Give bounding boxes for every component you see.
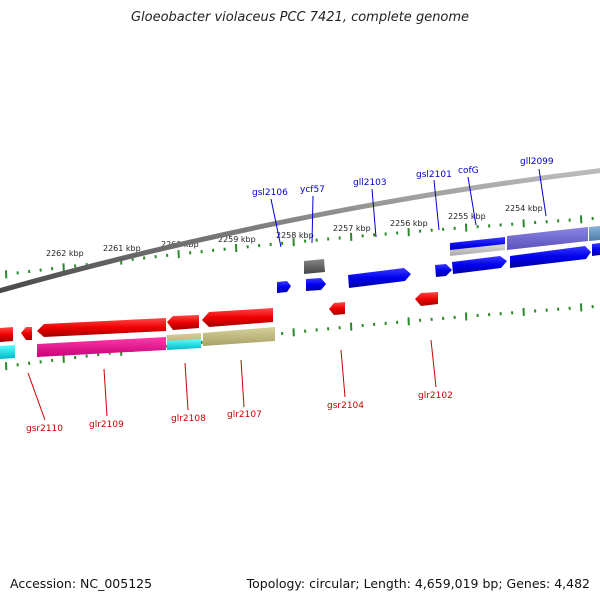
gene-arrow-glr2109[interactable] xyxy=(37,318,166,337)
accession-text: Accession: NC_005125 xyxy=(10,576,153,591)
gene-label-cofG[interactable]: cofG xyxy=(458,166,479,176)
gene-arrow-cofG-c[interactable] xyxy=(452,256,507,274)
reverse-strand-track xyxy=(0,292,438,359)
leader-line-gsl2101 xyxy=(433,179,440,231)
gene-arrow-edge-1[interactable] xyxy=(589,226,600,241)
map-title: Gloeobacter violaceus PCC 7421, complete… xyxy=(130,10,470,25)
genome-summary-text: Topology: circular; Length: 4,659,019 bp… xyxy=(246,576,590,591)
gene-label-glr2102[interactable]: glr2102 xyxy=(418,391,453,401)
gene-label-gll2099[interactable]: gll2099 xyxy=(520,157,554,167)
gene-label-ycf57[interactable]: ycf57 xyxy=(300,185,325,195)
leader-line-gll2099 xyxy=(538,168,547,217)
gene-label-glr2107[interactable]: glr2107 xyxy=(227,410,262,420)
leader-line-cofG xyxy=(467,176,477,226)
leader-line-glr2107 xyxy=(240,359,245,408)
gene-arrow-glr2102[interactable] xyxy=(415,292,438,306)
gene-arrow-gll2099[interactable] xyxy=(507,227,588,250)
gene-arrow-ycf57-b[interactable] xyxy=(306,278,326,291)
gene-label-gsr2104[interactable]: gsr2104 xyxy=(327,401,364,411)
leader-line-glr2108 xyxy=(184,362,189,411)
leader-line-gsr2110 xyxy=(27,372,46,421)
gene-label-gll2103[interactable]: gll2103 xyxy=(353,178,387,188)
gene-arrow-glr2108[interactable] xyxy=(167,315,199,330)
leader-line-gsl2106 xyxy=(270,198,282,248)
gene-arrow-gsr2110[interactable] xyxy=(21,327,32,340)
genome-backbone xyxy=(0,168,600,294)
gene-label-gsl2106[interactable]: gsl2106 xyxy=(252,188,288,198)
gene-arrow-gsl2101[interactable] xyxy=(435,264,452,277)
gene-label-gsl2101[interactable]: gsl2101 xyxy=(416,170,452,180)
scale-label: 2256 kbp xyxy=(390,219,428,228)
forward-labels: gsl2106 ycf57 gll2103 gsl2101 cofG gll20… xyxy=(252,157,554,248)
gene-arrow-cyan-edge[interactable] xyxy=(0,345,15,359)
gene-label-gsr2110[interactable]: gsr2110 xyxy=(26,424,63,434)
scale-label: 2259 kbp xyxy=(218,235,256,244)
scale-label: 2257 kbp xyxy=(333,224,371,233)
gene-arrow-edge-2[interactable] xyxy=(592,243,600,256)
gene-arrow-glr2107-b[interactable] xyxy=(203,327,275,346)
leader-line-glr2109 xyxy=(103,368,108,417)
gene-arrow-glr2109-b[interactable] xyxy=(37,337,166,357)
scale-label: 2255 kbp xyxy=(448,212,486,221)
gene-arrow-gll2099-b[interactable] xyxy=(510,246,591,268)
gene-arrow-gsr2104[interactable] xyxy=(329,302,345,315)
gene-arrow-cofG-b[interactable] xyxy=(450,244,505,256)
inner-tick-scale xyxy=(5,303,594,371)
scale-label: 2262 kbp xyxy=(46,249,84,258)
gene-label-glr2108[interactable]: glr2108 xyxy=(171,414,206,424)
gene-arrow-edge-red[interactable] xyxy=(0,327,13,342)
gene-label-glr2109[interactable]: glr2109 xyxy=(89,420,124,430)
gene-arrow-glr2108-c[interactable] xyxy=(167,339,201,350)
forward-strand-track xyxy=(277,226,600,293)
leader-line-ycf57 xyxy=(311,195,314,244)
leader-line-glr2102 xyxy=(430,339,437,388)
scale-label: 2254 kbp xyxy=(505,204,543,213)
reverse-labels: gsr2110 glr2109 glr2108 glr2107 gsr2104 … xyxy=(26,339,453,434)
scale-label: 2261 kbp xyxy=(103,244,141,253)
scale-label: 2258 kbp xyxy=(276,231,314,240)
inner-tick-marks xyxy=(5,303,594,371)
leader-line-gll2103 xyxy=(371,188,377,238)
leader-line-gsr2104 xyxy=(340,349,346,398)
gene-arrow-ycf57[interactable] xyxy=(304,259,325,274)
gene-arrow-glr2107[interactable] xyxy=(202,308,273,327)
gene-arrow-gll2103[interactable] xyxy=(348,268,411,288)
gene-arrow-gsl2106[interactable] xyxy=(277,281,291,293)
